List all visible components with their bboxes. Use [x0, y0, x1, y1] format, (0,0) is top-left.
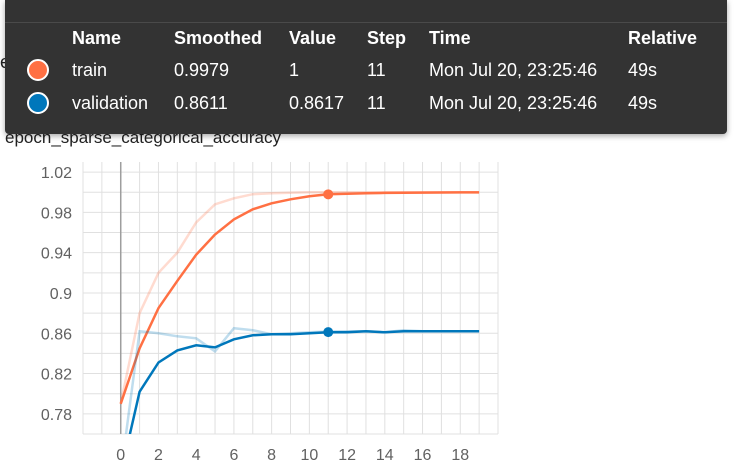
- x-tick-label: 2: [154, 447, 163, 464]
- series-train-raw-line: [119, 190, 480, 405]
- x-tick-label: 12: [338, 447, 356, 464]
- axis-ticks: 0.78 0.82 0.86 0.9 0.94 0.98 1.02 0 2 4 6 8 10 12 14 16…: [41, 165, 469, 464]
- header-name: Name: [72, 28, 122, 48]
- y-tick-label: 0.86: [41, 326, 72, 343]
- x-tick-label: 8: [267, 447, 276, 464]
- accuracy-chart[interactable]: 0.78 0.82 0.86 0.9 0.94 0.98 1.02 0 2 4 6 8 10 12 14 16…: [0, 150, 737, 472]
- y-tick-label: 0.94: [41, 246, 72, 263]
- row-train-value: 1: [289, 60, 300, 80]
- header-smoothed: Smoothed: [174, 28, 262, 48]
- series-markers: [323, 189, 334, 338]
- x-tick-label: 16: [414, 447, 432, 464]
- header-step: Step: [367, 28, 407, 48]
- row-validation-step: 11: [367, 93, 386, 113]
- row-validation-smoothed: 0.8611: [174, 93, 228, 113]
- row-train-step: 11: [367, 60, 386, 80]
- header-relative: Relative: [628, 28, 698, 48]
- x-tick-label: 6: [229, 447, 238, 464]
- tooltip-separator: [5, 22, 727, 23]
- x-tick-label: 18: [451, 447, 469, 464]
- grid: [82, 162, 499, 435]
- series-train-smoothed-line: [119, 191, 480, 405]
- row-train-smoothed: 0.9979: [174, 60, 230, 80]
- hover-tooltip: Name Smoothed Value Step Time Relative t…: [5, 0, 727, 134]
- row-validation-time: Mon Jul 20, 23:25:46: [429, 93, 598, 113]
- y-tick-label: 0.9: [50, 286, 72, 303]
- x-tick-label: 0: [116, 447, 125, 464]
- series-validation-smoothed-line: [128, 329, 480, 434]
- row-train-relative: 49s: [628, 60, 658, 80]
- row-validation-name: validation: [72, 93, 149, 113]
- train-color-swatch: [27, 59, 49, 81]
- y-tick-label: 1.02: [41, 165, 72, 182]
- header-value: Value: [289, 28, 337, 48]
- row-validation-relative: 49s: [628, 93, 658, 113]
- header-time: Time: [429, 28, 471, 48]
- x-tick-label: 4: [192, 447, 201, 464]
- row-train-name: train: [72, 60, 108, 80]
- y-tick-label: 0.98: [41, 205, 72, 222]
- series-train-hover-marker: [323, 189, 334, 200]
- x-tick-label: 10: [300, 447, 318, 464]
- row-validation-value: 0.8617: [289, 93, 345, 113]
- row-train-time: Mon Jul 20, 23:25:46: [429, 60, 598, 80]
- x-tick-label: 14: [376, 447, 394, 464]
- y-tick-label: 0.78: [41, 407, 72, 424]
- series-lines: [119, 190, 480, 434]
- series-validation-hover-marker: [323, 327, 334, 338]
- validation-color-swatch: [27, 92, 49, 114]
- y-tick-label: 0.82: [41, 367, 72, 384]
